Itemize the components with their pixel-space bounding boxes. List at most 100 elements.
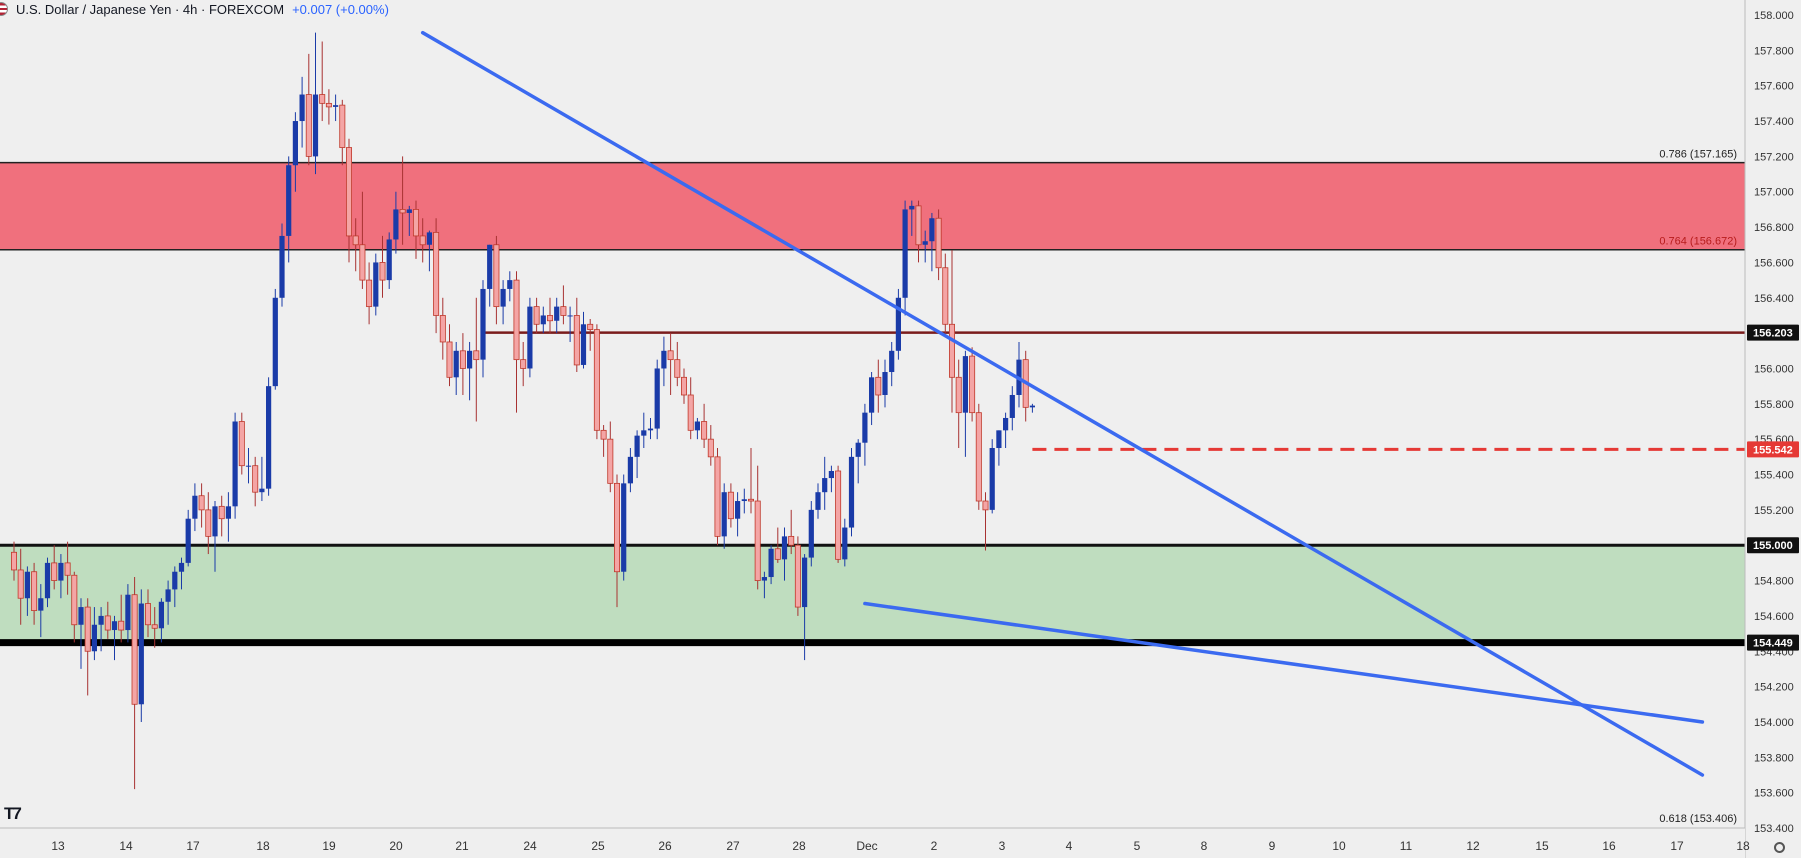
fib-label: 0.764 (156.672) bbox=[1659, 236, 1737, 248]
candle-body bbox=[714, 456, 721, 537]
y-tick-label: 155.800 bbox=[1754, 399, 1794, 411]
candle-body bbox=[10, 551, 17, 571]
candle bbox=[922, 230, 928, 263]
candle-body bbox=[439, 315, 446, 343]
candle bbox=[902, 200, 908, 316]
candle bbox=[433, 218, 440, 334]
candle bbox=[212, 501, 218, 572]
candle-body bbox=[373, 262, 379, 307]
candle-body bbox=[393, 209, 399, 240]
candle bbox=[587, 318, 594, 351]
candle-body bbox=[694, 421, 700, 431]
candle bbox=[687, 377, 694, 440]
candle-body bbox=[942, 267, 949, 325]
candle-body bbox=[165, 589, 171, 602]
settings-gear-icon[interactable] bbox=[1774, 842, 1785, 853]
candle bbox=[91, 607, 97, 661]
candle bbox=[426, 230, 432, 272]
candle-body bbox=[915, 205, 922, 246]
candle bbox=[982, 492, 989, 551]
candle bbox=[38, 584, 44, 638]
candle-body bbox=[232, 421, 238, 507]
candle-body bbox=[761, 577, 767, 581]
candle-body bbox=[272, 297, 278, 387]
candle bbox=[694, 417, 700, 440]
candle-body bbox=[788, 535, 795, 546]
candle-body bbox=[661, 350, 667, 369]
candle-body bbox=[681, 376, 688, 396]
price-badge bbox=[1747, 441, 1799, 458]
candle bbox=[1016, 341, 1022, 408]
candle-body bbox=[493, 244, 500, 308]
x-tick-label: 4 bbox=[1066, 839, 1073, 853]
candle-body bbox=[459, 350, 466, 369]
candle-body bbox=[339, 104, 346, 148]
y-tick-label: 157.200 bbox=[1754, 151, 1794, 163]
candle bbox=[707, 425, 714, 466]
candle-body bbox=[969, 355, 976, 414]
candle-body bbox=[319, 94, 326, 104]
candle bbox=[379, 235, 386, 298]
candle-body bbox=[835, 470, 842, 560]
candle-body bbox=[701, 421, 708, 440]
candle-body bbox=[634, 435, 640, 457]
candle bbox=[352, 218, 359, 272]
y-tick-label: 153.600 bbox=[1754, 788, 1794, 800]
candle bbox=[64, 541, 71, 595]
candle bbox=[721, 483, 727, 549]
candle-body bbox=[533, 306, 540, 325]
candle-body bbox=[192, 495, 198, 519]
candle-body bbox=[500, 288, 506, 307]
candle bbox=[359, 191, 366, 289]
candle bbox=[386, 232, 392, 289]
candle-body bbox=[352, 235, 359, 246]
candle-body bbox=[480, 288, 486, 360]
candle-body bbox=[245, 465, 252, 467]
candle bbox=[292, 112, 298, 192]
candle bbox=[125, 584, 131, 643]
candle-body bbox=[198, 495, 205, 511]
candle bbox=[862, 403, 868, 466]
candle bbox=[98, 607, 104, 652]
candle bbox=[406, 205, 412, 236]
x-tick-label: 18 bbox=[256, 839, 270, 853]
candle bbox=[929, 212, 935, 272]
price-badge bbox=[1747, 537, 1799, 554]
candle-body bbox=[172, 571, 178, 590]
candle bbox=[192, 483, 198, 532]
candle bbox=[144, 589, 151, 638]
tradingview-logo-icon[interactable]: T7 bbox=[4, 804, 22, 823]
candle-body bbox=[1009, 394, 1015, 418]
candle-body bbox=[567, 315, 573, 317]
candle bbox=[554, 297, 560, 334]
candle bbox=[761, 571, 767, 599]
candle bbox=[788, 509, 795, 555]
candle-body bbox=[1029, 405, 1035, 408]
fib-label: 0.786 (157.165) bbox=[1659, 149, 1737, 161]
candle bbox=[889, 341, 895, 387]
x-tick-label: 2 bbox=[931, 839, 938, 853]
x-tick-label: 24 bbox=[523, 839, 537, 853]
candle-body bbox=[433, 231, 440, 316]
x-tick-label: 10 bbox=[1332, 839, 1346, 853]
candle-body bbox=[674, 359, 681, 378]
candle-body bbox=[84, 606, 91, 652]
x-tick-label: 17 bbox=[186, 839, 200, 853]
candle-body bbox=[325, 102, 332, 108]
candle bbox=[560, 285, 567, 325]
candle bbox=[58, 554, 64, 599]
symbol-title[interactable]: U.S. Dollar / Japanese Yen · 4h · FOREXC… bbox=[16, 1, 285, 17]
candle-body bbox=[641, 430, 647, 436]
candle bbox=[580, 311, 587, 369]
candle-body bbox=[71, 574, 78, 626]
candle bbox=[1003, 412, 1009, 449]
candle-body bbox=[58, 562, 64, 581]
candle-body bbox=[808, 509, 814, 558]
candle-body bbox=[520, 359, 527, 369]
candle-body bbox=[889, 350, 895, 373]
candle bbox=[996, 430, 1002, 466]
candle-body bbox=[225, 506, 231, 519]
candle-body bbox=[902, 209, 908, 298]
candle-body bbox=[299, 94, 305, 122]
